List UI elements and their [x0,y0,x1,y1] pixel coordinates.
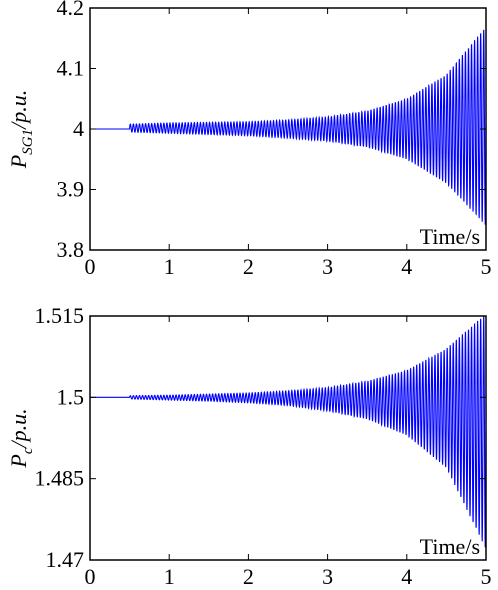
top-plot-psg1: 0 1 2 3 4 5 3.8 3.9 4 4.1 4.2 PSG1/p.u. Time/s [6,0,492,279]
x-tick-label: 2 [243,254,254,279]
x-tick-label: 3 [322,254,333,279]
x-tick-label: 1 [164,254,175,279]
bottom-plot-ylabel-unit: /p.u. [6,408,31,449]
top-plot-ylabel: PSG1/p.u. [6,90,36,169]
y-tick-label: 4.2 [57,0,85,20]
top-plot-xlabel: Time/s [420,224,480,249]
x-tick-label: 5 [481,564,492,589]
y-tick-label: 4.1 [57,56,85,81]
bottom-plot-marks [90,316,487,548]
y-tick-label: 1.485 [35,466,85,491]
x-tick-label: 4 [401,564,412,589]
top-plot-ylabel-sub: SG1 [20,129,36,155]
bottom-plot-ylabel-main: P [6,454,31,468]
x-tick-label: 5 [481,254,492,279]
top-plot-marks [90,29,487,225]
top-plot-ylabel-unit: /p.u. [6,90,31,131]
bottom-plot-ylabel-sub: c [20,447,36,454]
top-plot-ticks: 0 1 2 3 4 5 3.8 3.9 4 4.1 4.2 [57,0,492,279]
x-tick-label: 4 [401,254,412,279]
y-tick-label: 3.8 [57,237,85,262]
bottom-plot-frame [89,315,487,561]
signal-line [90,29,487,225]
top-plot-ylabel-main: P [6,155,31,169]
bottom-plot-ylabel: Pc/p.u. [6,408,36,468]
x-tick-label: 0 [85,254,96,279]
y-tick-label: 3.9 [57,177,85,202]
x-tick-label: 1 [164,564,175,589]
bottom-plot-ticks: 0 1 2 3 4 5 1.47 1.485 1.5 1.515 [35,303,492,589]
x-tick-label: 2 [243,564,254,589]
x-tick-label: 3 [322,564,333,589]
y-tick-label: 4 [73,116,84,141]
bottom-plot-xlabel: Time/s [420,534,480,559]
signal-line [90,316,487,548]
bottom-plot-pc: 0 1 2 3 4 5 1.47 1.485 1.5 1.515 Pc/p.u. Time/s [6,303,492,589]
x-tick-label: 0 [85,564,96,589]
y-tick-label: 1.5 [57,384,85,409]
y-tick-label: 1.515 [35,303,85,328]
y-tick-label: 1.47 [46,547,85,572]
